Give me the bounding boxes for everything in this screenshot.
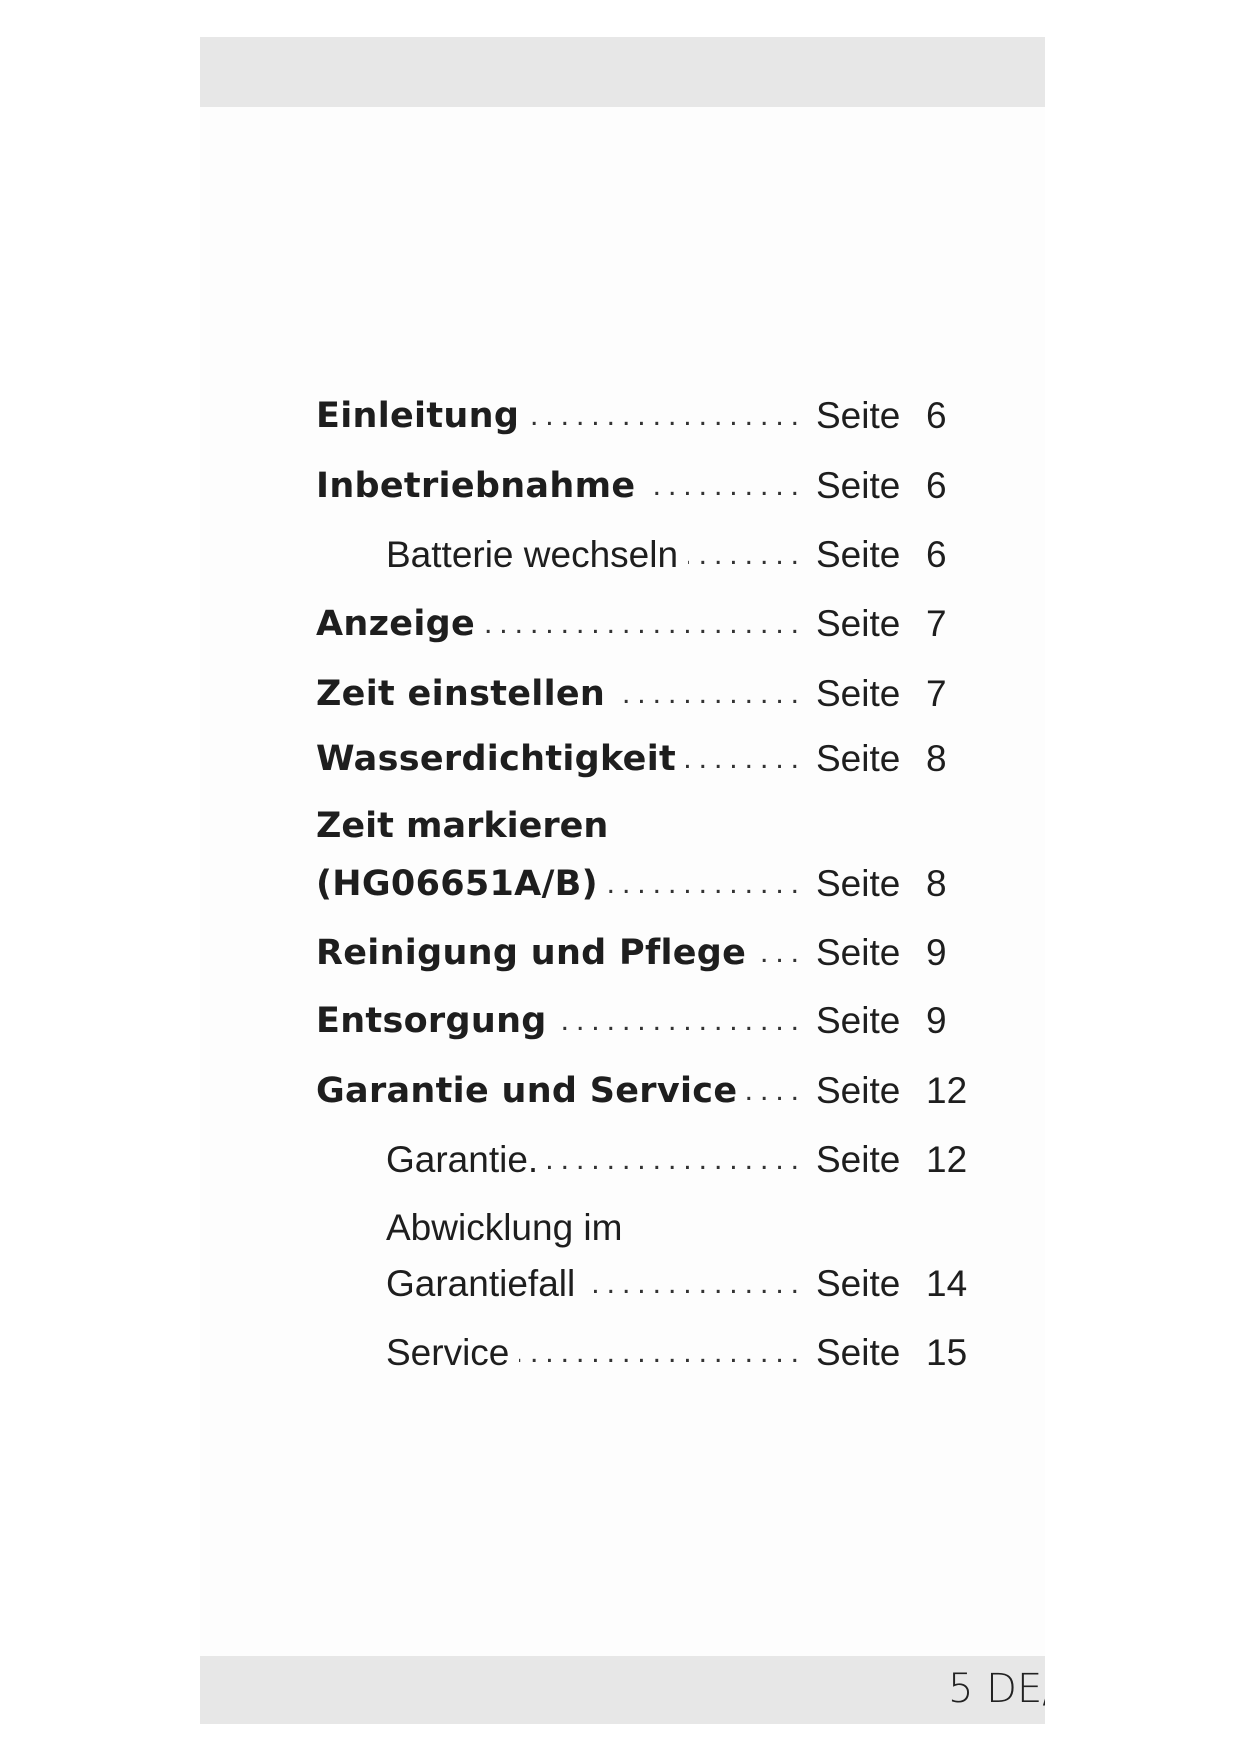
toc-entry[interactable]: Anzeige ................................… xyxy=(316,599,986,649)
toc-page-number: 9 xyxy=(926,1000,947,1041)
toc-title: Zeit einstellen xyxy=(316,674,606,714)
dot-leader: ........................................… xyxy=(585,1267,806,1300)
toc-title: Service xyxy=(386,1332,510,1373)
toc-seite: Seite xyxy=(816,1000,901,1041)
toc-title: Garantie und Service xyxy=(316,1071,738,1111)
toc-page-number: 12 xyxy=(926,1070,968,1111)
dot-leader: ........................................… xyxy=(607,867,806,900)
toc-seite: Seite xyxy=(816,863,901,904)
dot-leader: ........................................… xyxy=(688,538,806,571)
toc-page-number: 12 xyxy=(926,1139,968,1180)
toc-entry[interactable]: (HG06651A/B) ...........................… xyxy=(316,859,986,909)
dot-leader: ........................................… xyxy=(645,469,806,502)
toc-entry[interactable]: Garantiefall ...........................… xyxy=(386,1259,986,1309)
header-band xyxy=(200,37,1045,107)
toc-entry[interactable]: Einleitung .............................… xyxy=(316,391,986,441)
toc-page-number: 7 xyxy=(926,603,947,644)
dot-leader: ........................................… xyxy=(485,607,806,640)
toc-seite: Seite xyxy=(816,738,901,779)
toc-page-number: 6 xyxy=(926,395,947,436)
toc-page-number: 9 xyxy=(926,932,947,973)
toc-page-number: 6 xyxy=(926,534,947,575)
toc-title-line1: Abwicklung im xyxy=(386,1207,623,1248)
toc-title: Reinigung und Pflege xyxy=(316,933,747,973)
toc-title: Garantie. xyxy=(386,1139,539,1180)
toc-entry[interactable]: Garantie. ..............................… xyxy=(386,1135,986,1185)
toc-entry[interactable]: Entsorgung .............................… xyxy=(316,996,986,1046)
page-folio: 5 DE/ xyxy=(948,1666,1045,1712)
toc-title: Anzeige xyxy=(316,604,476,644)
toc-page-number: 15 xyxy=(926,1332,968,1373)
dot-leader: ........................................… xyxy=(747,1074,806,1107)
toc-seite: Seite xyxy=(816,1332,901,1373)
toc-entry[interactable]: Wasserdichtigkeit ......................… xyxy=(316,734,986,784)
toc-entry[interactable]: Batterie wechseln ......................… xyxy=(386,530,986,580)
toc-title-line1: Zeit markieren xyxy=(316,806,609,846)
page xyxy=(200,37,1045,1724)
toc-seite: Seite xyxy=(816,465,901,506)
dot-leader: ........................................… xyxy=(756,936,806,969)
toc-page-number: 8 xyxy=(926,738,947,779)
dot-leader: ........................................… xyxy=(519,1336,806,1369)
toc-seite: Seite xyxy=(816,395,901,436)
toc-entry[interactable]: Service ................................… xyxy=(386,1328,986,1378)
toc-entry[interactable]: Zeit einstellen ........................… xyxy=(316,669,986,719)
toc-seite: Seite xyxy=(816,534,901,575)
dot-leader: ........................................… xyxy=(529,399,806,432)
toc-page-number: 8 xyxy=(926,863,947,904)
toc-entry[interactable]: Reinigung und Pflege ...................… xyxy=(316,928,986,978)
toc-title: Batterie wechseln xyxy=(386,534,679,575)
toc-seite: Seite xyxy=(816,673,901,714)
toc-page-number: 6 xyxy=(926,465,947,506)
toc-entry[interactable]: Inbetriebnahme .........................… xyxy=(316,461,986,511)
toc-page-number: 14 xyxy=(926,1263,968,1304)
toc-title: Garantiefall xyxy=(386,1263,576,1304)
toc-title: Wasserdichtigkeit xyxy=(316,739,677,779)
toc-seite: Seite xyxy=(816,1070,901,1111)
toc-seite: Seite xyxy=(816,1139,901,1180)
footer-band: 5 DE/ xyxy=(200,1656,1045,1724)
toc-title: (HG06651A/B) xyxy=(316,864,598,904)
toc-seite: Seite xyxy=(816,603,901,644)
dot-leader: ........................................… xyxy=(548,1143,806,1176)
dot-leader: ........................................… xyxy=(615,677,806,710)
toc-entry[interactable]: Garantie und Service ...................… xyxy=(316,1066,986,1116)
toc-title: Entsorgung xyxy=(316,1001,547,1041)
dot-leader: ........................................… xyxy=(686,742,806,775)
dot-leader: ........................................… xyxy=(557,1004,806,1037)
toc-title: Einleitung xyxy=(316,396,520,436)
toc-seite: Seite xyxy=(816,1263,901,1304)
toc-page-number: 7 xyxy=(926,673,947,714)
toc-title: Inbetriebnahme xyxy=(316,466,636,506)
toc-seite: Seite xyxy=(816,932,901,973)
